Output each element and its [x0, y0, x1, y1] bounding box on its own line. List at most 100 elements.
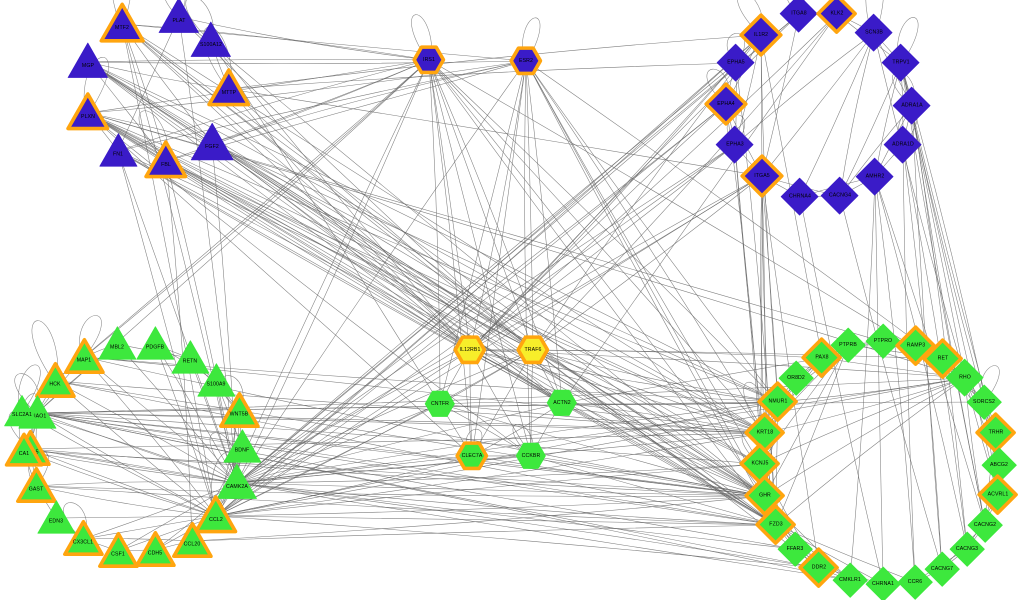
- graph-edge: [236, 60, 527, 484]
- graph-edge: [799, 196, 884, 585]
- triangle-shape: [190, 21, 232, 58]
- graph-edge: [21, 411, 766, 497]
- graph-edge: [532, 349, 761, 465]
- graph-edge: [439, 403, 766, 497]
- graph-edge: [54, 380, 238, 484]
- graph-edge: [775, 524, 916, 583]
- graph-edge: [469, 349, 779, 403]
- graph-edge: [87, 60, 527, 114]
- graph-edge: [211, 142, 563, 404]
- graph-edge: [236, 349, 534, 484]
- graph-edge: [525, 60, 761, 465]
- graph-edge: [469, 13, 800, 351]
- graph-self-loop: [185, 0, 215, 40]
- triangle-shape: [66, 92, 110, 131]
- graph-node-triangle[interactable]: MTTP: [202, 62, 256, 116]
- graph-self-loop: [787, 0, 805, 13]
- graph-node-triangle[interactable]: MGP: [61, 35, 115, 89]
- graph-self-loop: [726, 33, 745, 62]
- graph-edge: [211, 60, 527, 144]
- graph-edge: [215, 432, 766, 517]
- diamond-shape: [780, 0, 818, 33]
- diamond-shape: [757, 381, 799, 423]
- graph-node-hexagon[interactable]: CCKBR: [512, 437, 550, 475]
- graph-edge: [761, 175, 777, 526]
- graph-edge: [121, 23, 471, 351]
- diamond-shape: [816, 0, 858, 35]
- graph-edge: [761, 32, 875, 177]
- graph-node-diamond[interactable]: EPHA4: [702, 80, 750, 128]
- graph-edge: [215, 401, 779, 517]
- graph-edge: [215, 403, 441, 517]
- graph-self-loop: [138, 110, 170, 160]
- diamond-shape: [755, 504, 797, 546]
- graph-edge: [236, 62, 737, 484]
- graph-edge: [87, 112, 532, 457]
- diamond-shape: [856, 158, 894, 196]
- diamond-shape: [967, 507, 1003, 543]
- graph-edge: [23, 450, 238, 484]
- graph-edge: [902, 144, 916, 583]
- graph-edge: [469, 144, 736, 351]
- graph-edge: [839, 32, 875, 197]
- graph-node-diamond[interactable]: CACNG4: [818, 174, 863, 219]
- graph-edge: [236, 144, 736, 484]
- graph-edge: [87, 112, 471, 351]
- diamond-shape: [946, 359, 984, 397]
- graph-edge: [121, 23, 766, 434]
- graph-edge: [55, 515, 217, 519]
- graph-edge: [211, 59, 430, 144]
- graph-edge: [469, 13, 838, 351]
- triangle-shape: [171, 339, 209, 374]
- diamond-shape: [830, 327, 866, 363]
- triangle-shape: [144, 140, 188, 179]
- graph-edge: [236, 482, 766, 497]
- diamond-shape: [895, 325, 937, 367]
- graph-node-hexagon[interactable]: IL12RB1: [451, 331, 489, 369]
- graph-edge: [561, 13, 838, 404]
- graph-edge: [236, 463, 761, 484]
- graph-node-triangle[interactable]: CDH5: [129, 524, 180, 575]
- graph-node-hexagon[interactable]: ACTN2: [543, 384, 581, 422]
- graph-node-diamond[interactable]: CHRNA4: [778, 175, 823, 220]
- graph-node-diamond[interactable]: TRPV1: [879, 41, 924, 86]
- graph-edge: [236, 377, 966, 484]
- graph-edge: [874, 176, 884, 585]
- graph-edge: [428, 59, 779, 403]
- graph-edge: [439, 60, 527, 405]
- graph-node-triangle[interactable]: FGF2: [183, 114, 241, 172]
- graph-node-hexagon[interactable]: IRS1: [410, 41, 448, 79]
- graph-edge: [469, 34, 762, 351]
- graph-node-hexagon[interactable]: TRAF6: [514, 331, 552, 369]
- graph-edge: [428, 59, 534, 351]
- graph-edge: [428, 59, 766, 497]
- graph-node-hexagon[interactable]: CNTFR: [421, 385, 459, 423]
- graph-node-diamond[interactable]: EPHA5: [714, 41, 759, 86]
- graph-edge: [36, 401, 985, 414]
- diamond-shape: [801, 337, 843, 379]
- graph-edge: [236, 175, 763, 484]
- graph-node-hexagon[interactable]: CLEC7A: [453, 437, 491, 475]
- diamond-shape: [949, 531, 985, 567]
- graph-self-loop: [522, 17, 541, 60]
- graph-edge: [874, 176, 916, 583]
- graph-node-hexagon[interactable]: ESR2: [507, 42, 545, 80]
- graph-node-triangle[interactable]: FN1: [92, 125, 143, 176]
- graph-edge: [36, 412, 796, 550]
- graph-edge: [236, 482, 851, 581]
- graph-edge: [83, 356, 217, 517]
- diamond-shape: [865, 323, 901, 359]
- graph-edge: [228, 88, 471, 351]
- graph-node-triangle[interactable]: S100A12: [184, 14, 238, 68]
- graph-node-diamond[interactable]: CCR6: [894, 561, 936, 600]
- triangle-shape: [158, 0, 200, 34]
- graph-edge: [469, 349, 777, 526]
- graph-edge: [532, 34, 762, 351]
- graph-edge: [428, 59, 766, 434]
- graph-edge: [178, 16, 766, 497]
- triangle-shape: [218, 391, 260, 428]
- graph-node-triangle[interactable]: CA1: [0, 427, 48, 475]
- graph-edge: [839, 62, 902, 197]
- graph-edge: [469, 175, 763, 351]
